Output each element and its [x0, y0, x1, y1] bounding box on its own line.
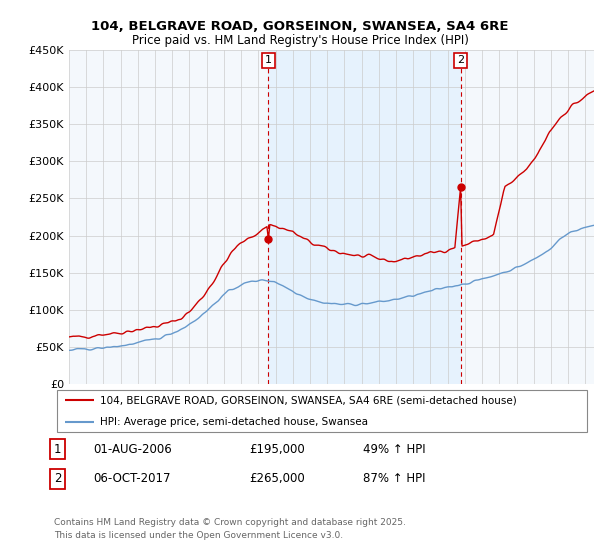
Text: 1: 1 — [265, 55, 272, 66]
Text: HPI: Average price, semi-detached house, Swansea: HPI: Average price, semi-detached house,… — [100, 417, 368, 427]
Text: 87% ↑ HPI: 87% ↑ HPI — [363, 472, 425, 486]
Text: Contains HM Land Registry data © Crown copyright and database right 2025.
This d: Contains HM Land Registry data © Crown c… — [54, 519, 406, 540]
Text: 1: 1 — [54, 442, 62, 456]
Text: £265,000: £265,000 — [249, 472, 305, 486]
Text: 01-AUG-2006: 01-AUG-2006 — [93, 442, 172, 456]
Text: 2: 2 — [457, 55, 464, 66]
FancyBboxPatch shape — [56, 390, 587, 432]
Text: £195,000: £195,000 — [249, 442, 305, 456]
Text: Price paid vs. HM Land Registry's House Price Index (HPI): Price paid vs. HM Land Registry's House … — [131, 34, 469, 46]
Text: 104, BELGRAVE ROAD, GORSEINON, SWANSEA, SA4 6RE (semi-detached house): 104, BELGRAVE ROAD, GORSEINON, SWANSEA, … — [100, 395, 517, 405]
Text: 49% ↑ HPI: 49% ↑ HPI — [363, 442, 425, 456]
Text: 06-OCT-2017: 06-OCT-2017 — [93, 472, 170, 486]
Bar — [268, 50, 461, 384]
Text: 104, BELGRAVE ROAD, GORSEINON, SWANSEA, SA4 6RE: 104, BELGRAVE ROAD, GORSEINON, SWANSEA, … — [91, 20, 509, 32]
Text: 2: 2 — [54, 472, 62, 486]
